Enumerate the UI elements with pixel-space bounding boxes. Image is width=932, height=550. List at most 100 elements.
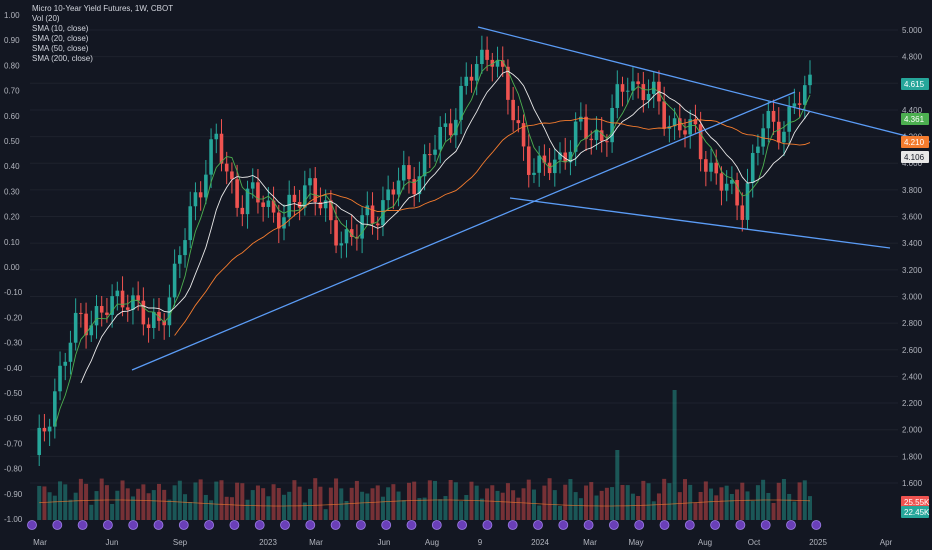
candle-body — [672, 118, 677, 127]
volume-bar — [136, 488, 141, 520]
volume-bar — [406, 482, 411, 520]
legend-item-vol[interactable]: Vol (20) — [32, 14, 60, 23]
trendline-support — [131, 91, 796, 371]
right-tick-label: 3.000 — [902, 292, 923, 301]
event-marker — [128, 520, 139, 530]
volume-bar — [224, 496, 229, 520]
volume-bar — [792, 501, 797, 520]
candle-body — [532, 172, 536, 175]
right-tick-label: 2.400 — [902, 372, 923, 381]
volume-bar — [334, 478, 339, 520]
candle-body — [454, 119, 458, 136]
sma20-line — [80, 70, 811, 384]
volume-bar — [396, 491, 401, 520]
price-label-box — [901, 136, 929, 148]
candle-body — [448, 123, 453, 136]
event-marker — [204, 520, 215, 530]
volume-bar — [261, 488, 266, 520]
candle-body — [802, 85, 807, 105]
volume-bar — [511, 490, 516, 520]
event-marker — [305, 520, 316, 530]
x-tick-label: 2023 — [259, 538, 277, 547]
candle-body — [433, 149, 437, 155]
volume-bar — [203, 494, 208, 520]
volume-bar — [365, 493, 370, 520]
candle-body — [375, 223, 380, 226]
candle-body — [339, 243, 344, 246]
candle-body — [245, 188, 250, 215]
volume-bar — [802, 480, 807, 520]
volume-bar — [719, 487, 724, 520]
volume-bar — [281, 494, 286, 520]
volume-bar — [667, 483, 672, 520]
volume-bar — [37, 485, 42, 520]
candle-body — [68, 342, 73, 362]
volume-bar — [63, 484, 68, 520]
x-axis: Mar Jun Sep 2023 Mar Jun Aug 9 2024 Mar May Aug Oct 2… — [33, 538, 892, 547]
event-marker — [280, 520, 290, 530]
x-tick-label: Mar — [309, 538, 323, 547]
candle-body — [683, 130, 687, 135]
volume-bar — [412, 481, 417, 520]
volume-bar — [245, 499, 250, 520]
candle-body — [750, 152, 755, 184]
candle-body — [766, 110, 771, 129]
x-tick-label: Jun — [106, 538, 119, 547]
candle-body — [704, 159, 708, 172]
volume-bar — [183, 494, 188, 520]
candle-body — [698, 124, 703, 160]
legend-item-sma10[interactable]: SMA (10, close) — [32, 24, 89, 33]
volume-bar — [323, 509, 328, 520]
volume-bar — [594, 495, 599, 520]
candle-body — [162, 320, 167, 326]
candle-body — [761, 128, 765, 147]
right-tick-label: 1.600 — [902, 479, 923, 488]
event-marker — [254, 520, 265, 530]
candle-body — [276, 212, 281, 229]
volume-bar — [630, 493, 635, 520]
volume-bar — [505, 483, 510, 520]
left-tick-label: -0.50 — [4, 389, 23, 398]
candle-body — [579, 116, 583, 122]
candle-body — [204, 174, 208, 198]
volume-bar — [688, 484, 693, 520]
candle-body — [615, 84, 620, 108]
candle-body — [183, 240, 187, 256]
volume-label: 25.55K — [904, 498, 930, 507]
volume-bar — [521, 488, 526, 520]
volume-bar — [808, 496, 812, 520]
candle-body — [318, 202, 323, 209]
candle-body — [84, 313, 88, 336]
left-tick-label: -0.60 — [4, 414, 23, 423]
candle-body — [459, 85, 463, 120]
candle-body — [589, 138, 594, 141]
volume-bar — [433, 480, 438, 520]
event-marker — [609, 520, 619, 530]
candle-body — [386, 189, 390, 201]
candle-body — [105, 312, 109, 315]
candle-body — [506, 66, 510, 100]
candle-body — [271, 200, 276, 213]
volume-bar — [89, 504, 94, 520]
left-tick-label: 0.70 — [4, 87, 20, 96]
volume-bar — [42, 486, 47, 520]
left-tick-label: -0.80 — [4, 465, 23, 474]
volume-bar — [318, 486, 323, 520]
right-tick-label: 2.600 — [902, 346, 923, 355]
trendline-lower — [509, 197, 891, 249]
volume-bar — [94, 491, 99, 520]
volume-bar — [703, 481, 708, 520]
candle-body — [636, 81, 640, 85]
legend-item-sma200[interactable]: SMA (200, close) — [32, 54, 93, 63]
volume-bar — [469, 481, 474, 520]
candle-body — [297, 202, 302, 208]
event-marker — [381, 520, 392, 530]
volume-bar — [776, 482, 781, 520]
x-tick-label: Apr — [880, 538, 893, 547]
candle-body — [99, 306, 104, 313]
volume-bar — [526, 479, 531, 520]
legend-item-sma20[interactable]: SMA (20, close) — [32, 34, 89, 43]
left-tick-label: 0.80 — [4, 61, 20, 70]
candle-body — [412, 179, 416, 195]
legend-item-sma50[interactable]: SMA (50, close) — [32, 44, 89, 53]
